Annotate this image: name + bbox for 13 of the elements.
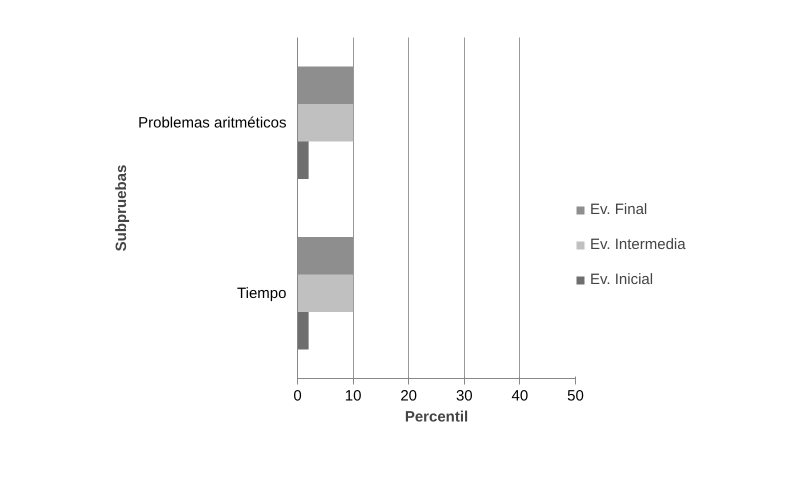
y-axis-title: Subpruebas (113, 164, 130, 252)
legend-label: Ev. Inicial (590, 271, 654, 288)
x-tick-label: 30 (456, 388, 473, 404)
legend-label: Ev. Intermedia (590, 236, 686, 253)
x-tick-label: 10 (344, 388, 362, 404)
y-tick-label: Problemas aritméticos (138, 114, 287, 132)
x-axis-title: Percentil (404, 408, 468, 426)
x-tick-label: 0 (293, 388, 302, 404)
x-tick-label: 40 (512, 388, 528, 404)
y-tick-label: Tiempo (237, 284, 287, 302)
legend-label: Ev. Final (590, 201, 648, 218)
x-tick-label: 20 (400, 388, 418, 404)
x-tick-label: 50 (567, 388, 584, 404)
